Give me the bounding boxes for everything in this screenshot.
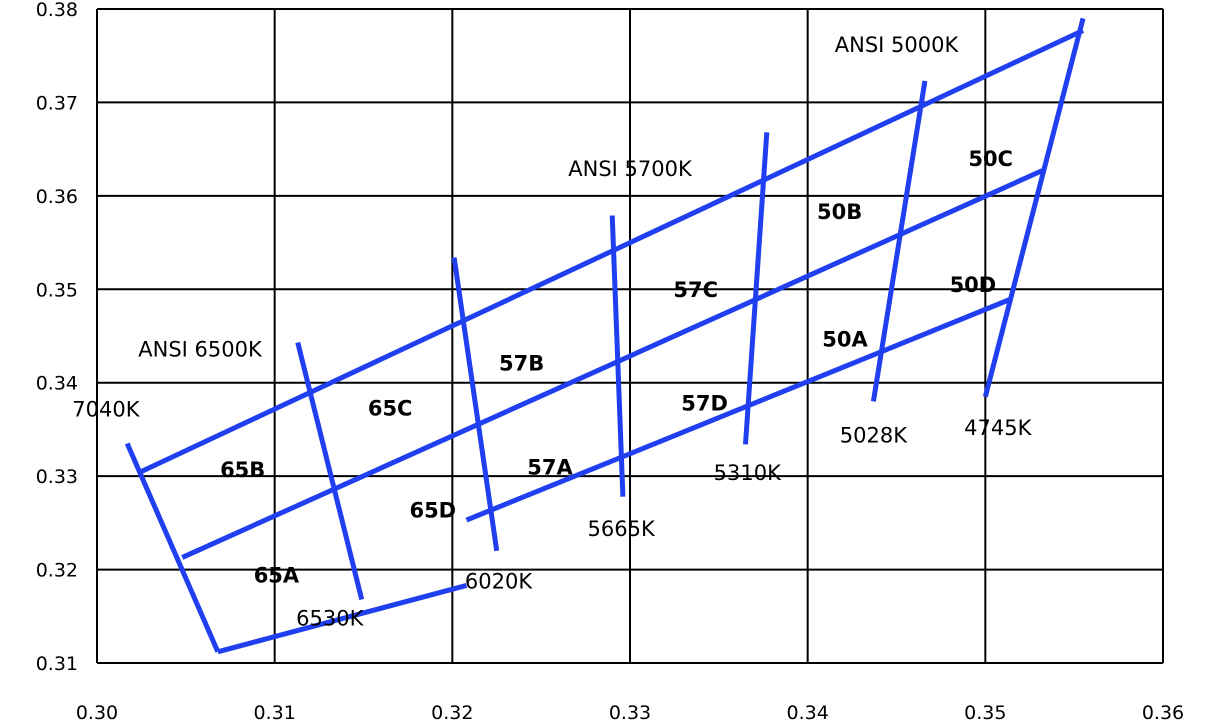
boundary-line-6530K — [295, 341, 365, 601]
boundary-line-5310K — [742, 132, 770, 445]
boundary-line-5665K — [609, 215, 626, 497]
bin-label: 65A — [254, 564, 300, 588]
bin-label: 65C — [368, 396, 413, 420]
boundary-line-7040K — [124, 442, 221, 653]
x-tick-label: 0.32 — [431, 702, 473, 724]
bin-label: 57B — [499, 352, 544, 376]
bin-label: 50A — [822, 327, 868, 351]
cct-label: 7040K — [72, 397, 140, 421]
bin-label: 50C — [968, 147, 1013, 171]
cct-label: 5028K — [840, 424, 908, 448]
bin-label: 65D — [409, 498, 456, 522]
y-tick-label: 0.38 — [36, 0, 78, 21]
x-tick-label: 0.30 — [76, 702, 118, 724]
cct-label: 6530K — [296, 607, 364, 631]
y-tick-label: 0.36 — [36, 186, 78, 208]
bin-label: 57C — [673, 278, 718, 302]
y-tick-label: 0.33 — [36, 466, 78, 488]
cct-label: 4745K — [964, 416, 1032, 440]
chart-labels: ANSI 6500K ANSI 5700K ANSI 5000K 7040K 6530K… — [72, 33, 1032, 631]
boundary-line-bottom-edge — [217, 583, 468, 655]
y-tick-label: 0.31 — [36, 653, 78, 675]
cct-label: ANSI 5700K — [568, 157, 693, 181]
y-tick-label: 0.34 — [36, 373, 78, 395]
bin-label: 57D — [681, 392, 728, 416]
x-tick-label: 0.33 — [609, 702, 651, 724]
cct-label: 5665K — [588, 517, 656, 541]
bin-label: 50D — [950, 273, 997, 297]
cct-label: ANSI 6500K — [138, 338, 263, 362]
x-tick-label: 0.35 — [964, 702, 1006, 724]
boundary-line-6020K — [451, 257, 500, 552]
cct-label: 5310K — [714, 461, 782, 485]
y-tick-label: 0.32 — [36, 560, 78, 582]
bin-boundary-lines — [124, 17, 1086, 655]
boundary-line-4745K — [982, 17, 1086, 398]
axis-ticks: 0.30 0.31 0.32 0.33 0.34 0.35 0.36 0.38 0.37 0.36… — [36, 0, 1184, 724]
boundary-line-lower-mid — [465, 296, 1013, 523]
x-tick-label: 0.31 — [254, 702, 296, 724]
y-tick-label: 0.37 — [36, 92, 78, 114]
cct-label: ANSI 5000K — [835, 33, 960, 57]
x-tick-label: 0.34 — [787, 702, 829, 724]
cct-label: 6020K — [465, 569, 533, 593]
x-tick-label: 0.36 — [1142, 702, 1184, 724]
bin-label: 57A — [527, 455, 573, 479]
bin-label: 50B — [817, 200, 862, 224]
y-tick-label: 0.35 — [36, 279, 78, 301]
boundary-line-5028K — [870, 80, 928, 402]
bin-label: 65B — [220, 458, 265, 482]
